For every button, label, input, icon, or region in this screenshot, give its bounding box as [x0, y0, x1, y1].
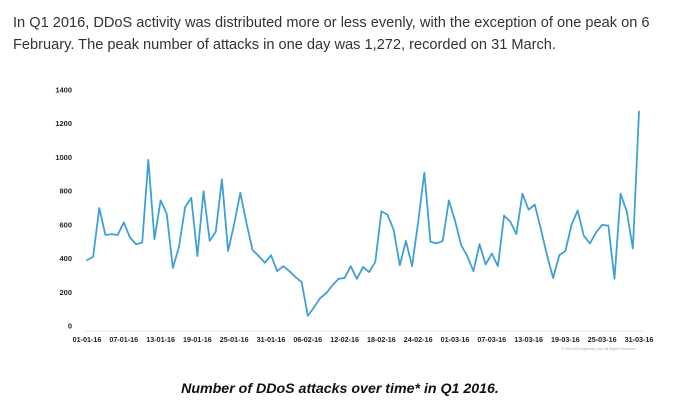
- x-tick-label: 07-03-16: [477, 335, 506, 344]
- chart-caption: Number of DDoS attacks over time* in Q1 …: [181, 381, 499, 397]
- x-tick-label: 13-01-16: [146, 335, 175, 344]
- copyright-text: © 2016 AO Kaspersky Lab. All Rights Rese…: [561, 347, 636, 351]
- x-tick-label: 06-02-16: [293, 335, 322, 344]
- x-tick-label: 25-01-16: [220, 335, 249, 344]
- y-tick-label: 1400: [55, 86, 72, 95]
- x-tick-label: 24-02-16: [404, 335, 433, 344]
- x-tick-label: 01-01-16: [73, 335, 102, 344]
- y-tick-label: 400: [59, 254, 72, 263]
- x-tick-label: 07-01-16: [109, 335, 138, 344]
- y-tick-label: 1200: [55, 119, 72, 128]
- x-tick-label: 31-01-16: [257, 335, 286, 344]
- x-tick-label: 13-03-16: [514, 335, 543, 344]
- y-tick-label: 200: [59, 288, 72, 297]
- x-tick-label: 25-03-16: [588, 335, 617, 344]
- intro-paragraph: In Q1 2016, DDoS activity was distribute…: [13, 15, 650, 53]
- y-tick-label: 1000: [55, 153, 72, 162]
- y-tick-label: 600: [59, 220, 72, 229]
- x-tick-label: 19-03-16: [551, 335, 580, 344]
- x-tick-label: 19-01-16: [183, 335, 212, 344]
- x-tick-label: 31-03-16: [625, 335, 654, 344]
- series-line: [86, 110, 640, 317]
- x-tick-label: 12-02-16: [330, 335, 359, 344]
- y-tick-label: 0: [68, 322, 72, 331]
- x-axis-ticks: 01-01-16 07-01-16 13-01-16 19-01-16 25-01-16…: [73, 335, 654, 344]
- y-tick-label: 800: [59, 187, 72, 196]
- y-axis-ticks: 0 200 400 600 800 1000 1200 1400: [55, 86, 72, 331]
- x-tick-label: 18-02-16: [367, 335, 396, 344]
- x-tick-label: 01-03-16: [441, 335, 470, 344]
